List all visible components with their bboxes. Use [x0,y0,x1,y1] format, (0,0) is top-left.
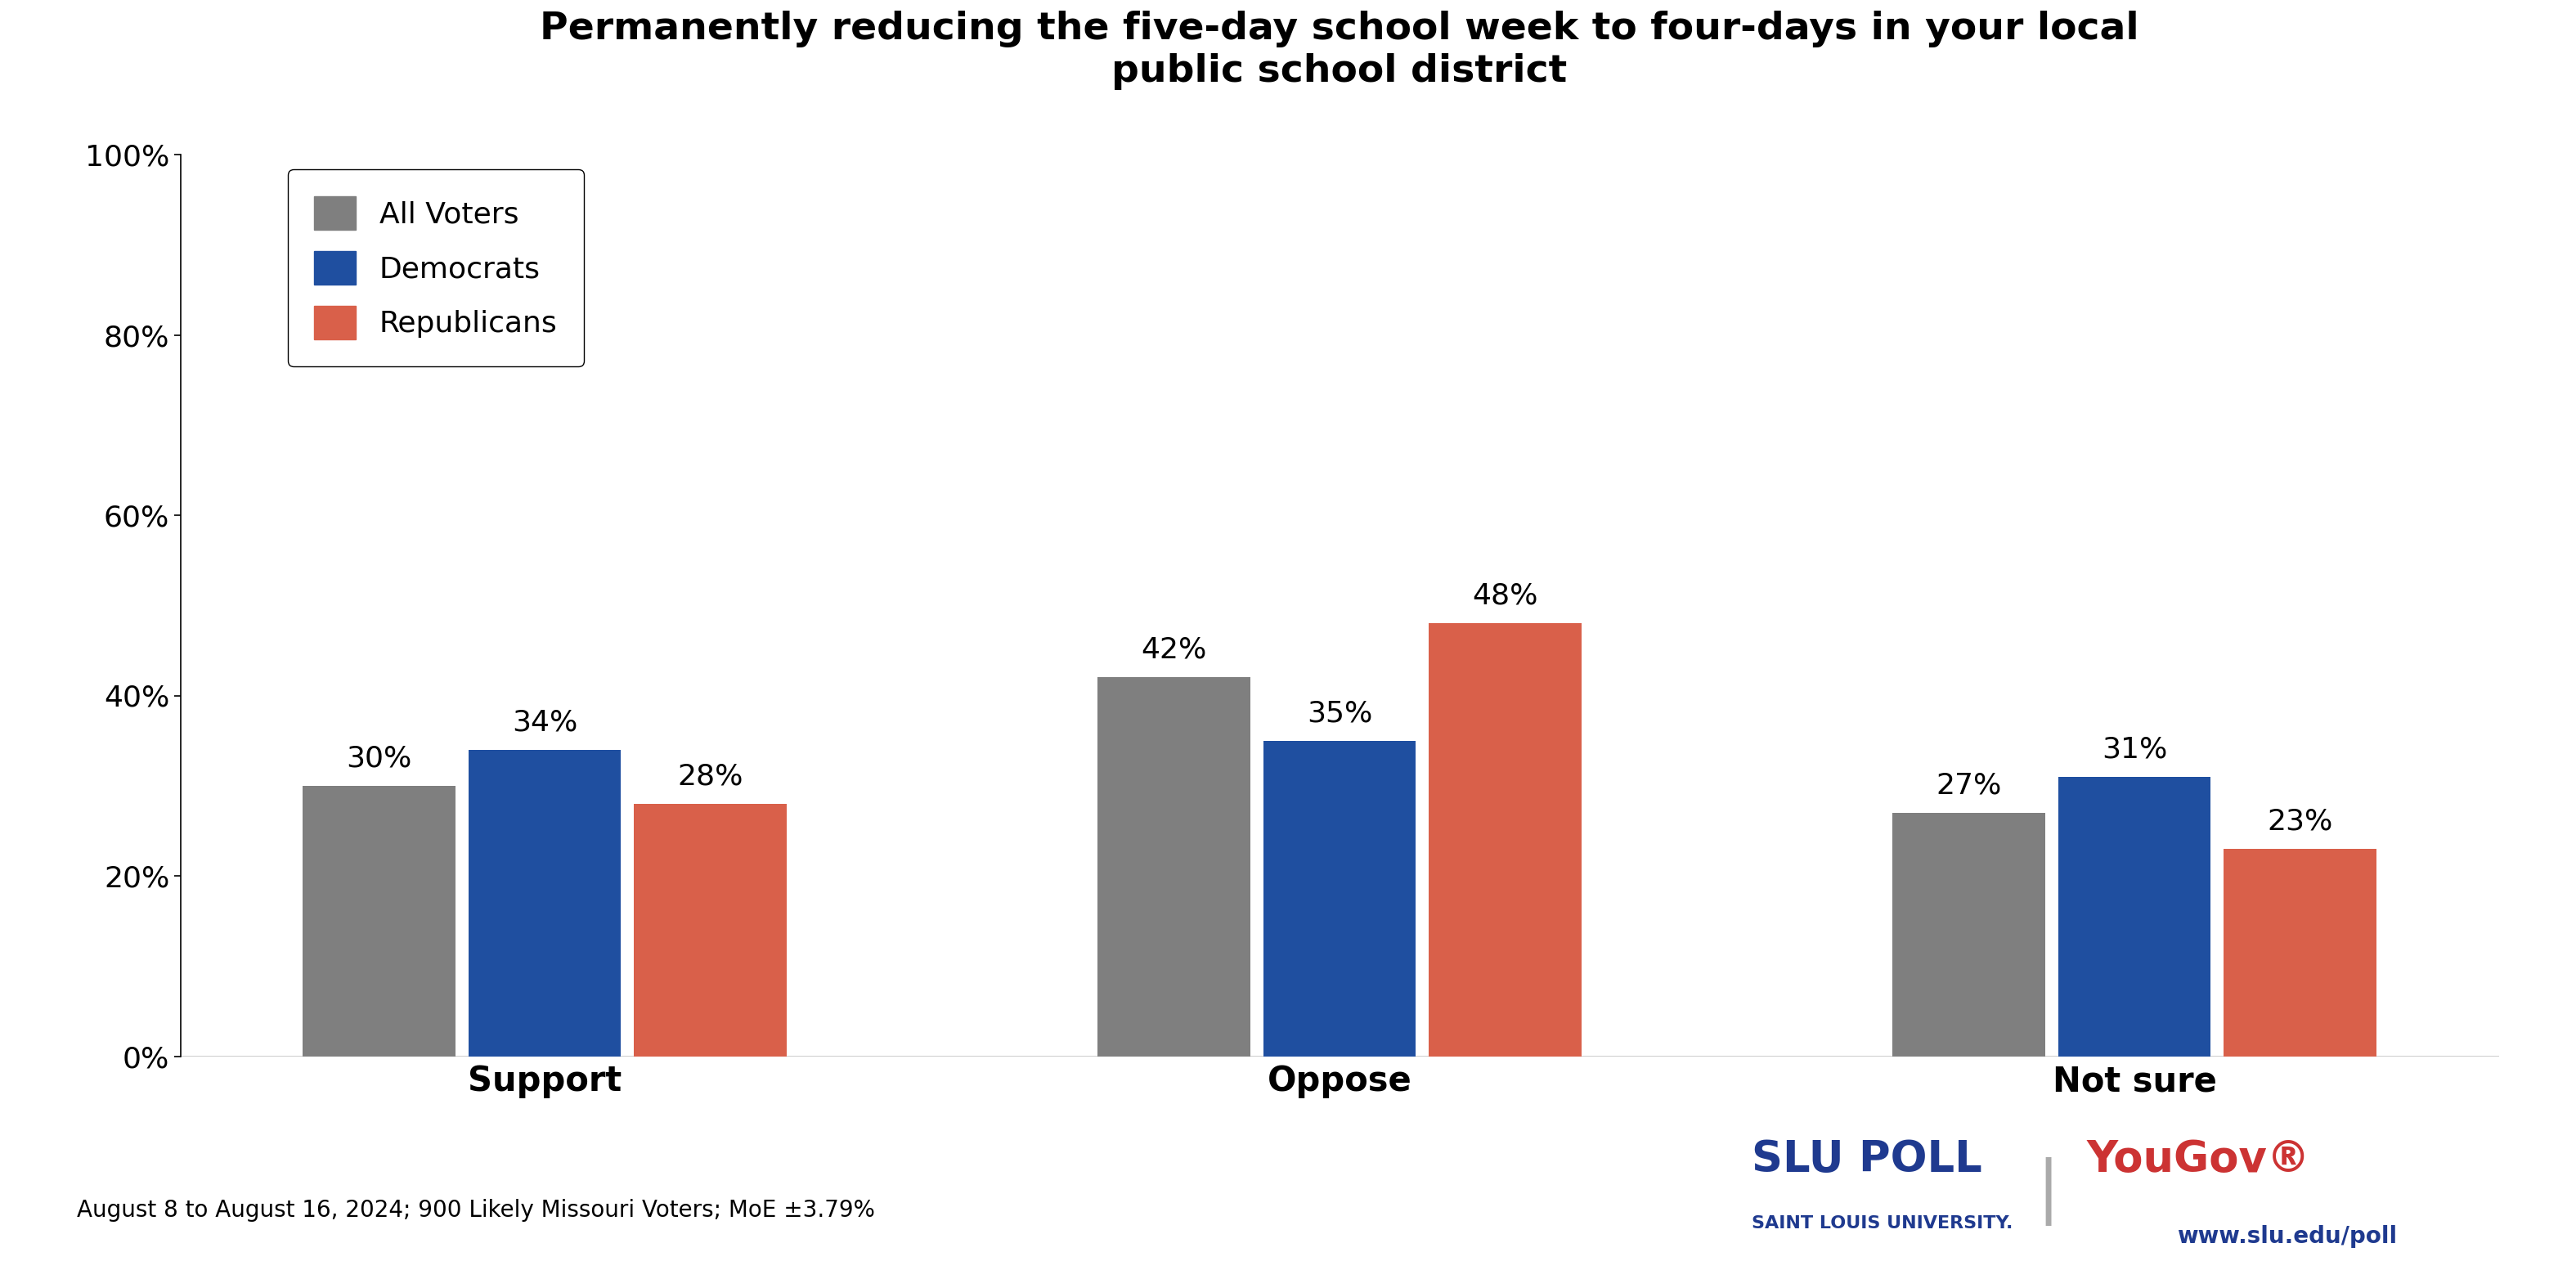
Text: 31%: 31% [2102,735,2166,762]
Text: Permanently reducing the five-day school week to four-days in your local
public : Permanently reducing the five-day school… [541,10,2138,90]
Bar [634,804,786,1056]
Bar [2223,849,2375,1056]
Bar [1893,813,2045,1056]
Bar [1097,677,1249,1056]
Text: SLU POLL: SLU POLL [1752,1137,1981,1181]
Text: YouGov®: YouGov® [2087,1137,2311,1181]
Text: SAINT LOUIS UNIVERSITY.: SAINT LOUIS UNIVERSITY. [1752,1216,2012,1231]
Text: 42%: 42% [1141,636,1206,665]
Bar [1262,741,1417,1056]
Text: 48%: 48% [1473,582,1538,609]
Text: 23%: 23% [2267,808,2334,835]
Text: 34%: 34% [513,708,577,735]
Text: August 8 to August 16, 2024; 900 Likely Missouri Voters; MoE ±3.79%: August 8 to August 16, 2024; 900 Likely … [77,1199,876,1222]
Legend: All Voters, Democrats, Republicans: All Voters, Democrats, Republicans [289,169,585,366]
Bar [469,750,621,1056]
Text: 27%: 27% [1937,772,2002,799]
Text: 28%: 28% [677,762,742,790]
Bar [2058,777,2210,1056]
Bar [304,786,456,1056]
Text: |: | [2038,1157,2058,1226]
Text: 30%: 30% [345,744,412,772]
Bar [1430,623,1582,1056]
Text: www.slu.edu/poll: www.slu.edu/poll [2177,1225,2396,1248]
Text: 35%: 35% [1306,699,1373,726]
